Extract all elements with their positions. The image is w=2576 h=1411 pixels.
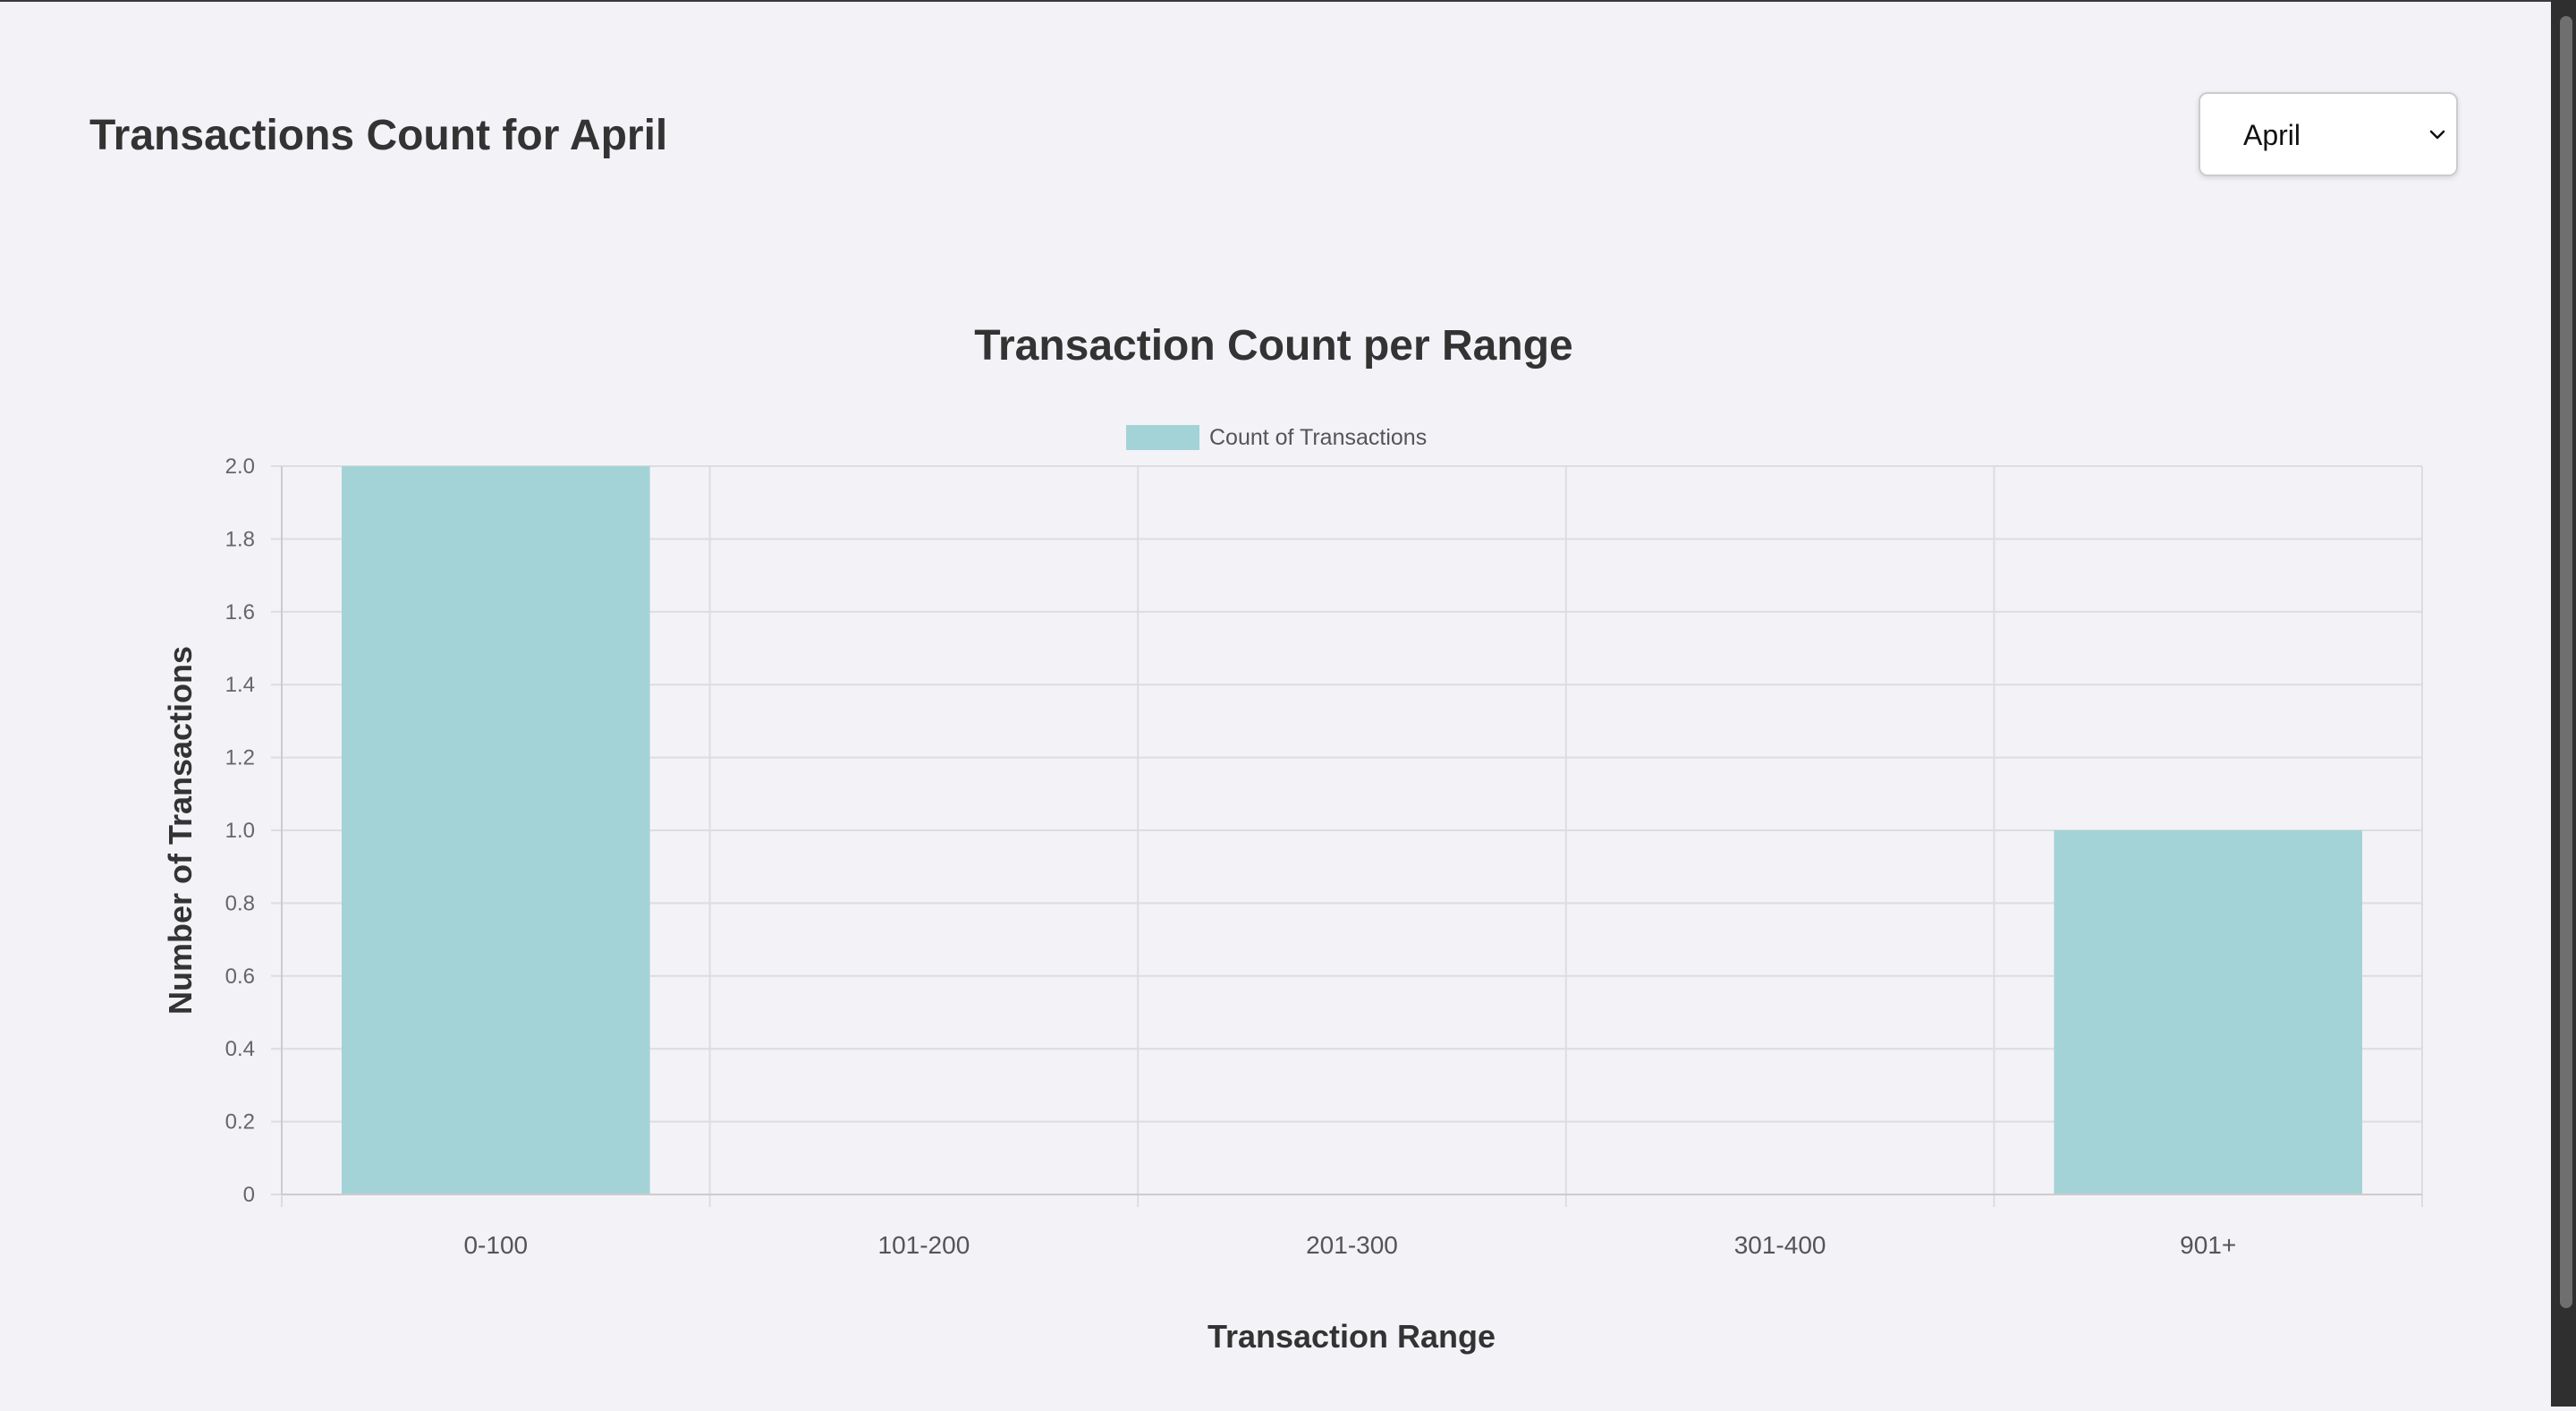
legend-swatch [1127, 426, 1199, 449]
x-tick-label: 301-400 [1734, 1231, 1826, 1259]
x-tick-label: 901+ [2180, 1231, 2236, 1259]
chart-legend[interactable]: Count of Transactions [1127, 425, 1427, 450]
x-tick-label: 201-300 [1306, 1231, 1398, 1259]
y-tick-label: 0.6 [225, 965, 255, 989]
bar-0-100[interactable] [342, 466, 650, 1194]
y-tick-label: 0 [243, 1183, 255, 1207]
legend-label: Count of Transactions [1209, 425, 1427, 450]
scrollbar[interactable] [2551, 0, 2576, 1407]
y-axis-label: Number of Transactions [162, 646, 199, 1015]
y-tick-label: 1.2 [225, 746, 255, 770]
y-tick-label: 1.0 [225, 819, 255, 843]
y-tick-label: 0.2 [225, 1110, 255, 1135]
x-tick-label: 0-100 [463, 1231, 528, 1259]
y-tick-label: 0.8 [225, 891, 255, 915]
y-tick-label: 1.6 [225, 600, 255, 625]
y-tick-label: 1.4 [225, 673, 255, 697]
x-axis-label: Transaction Range [1208, 1318, 1496, 1355]
y-tick-label: 0.4 [225, 1037, 255, 1061]
scrollbar-thumb[interactable] [2560, 16, 2572, 1308]
x-tick-label: 101-200 [878, 1231, 970, 1259]
bar-901+[interactable] [2054, 830, 2362, 1194]
chart-title: Transaction Count per Range [974, 322, 1572, 370]
y-tick-label: 2.0 [225, 455, 255, 479]
y-tick-label: 1.8 [225, 527, 255, 551]
